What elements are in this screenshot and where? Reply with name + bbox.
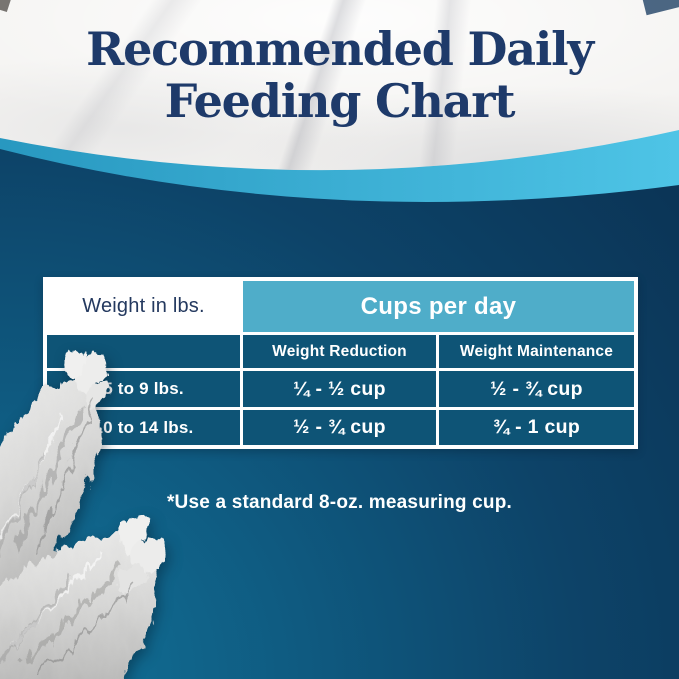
title-line-2: Feeding Chart: [164, 73, 516, 128]
sub-header-weight-maintenance: Weight Maintenance: [439, 335, 634, 368]
page-title: Recommended Daily Feeding Chart: [0, 22, 679, 128]
row-weight-label: 5 to 9 lbs.: [47, 371, 240, 407]
row-weight-label: 10 to 14 lbs.: [47, 410, 240, 445]
header-banner: Recommended Daily Feeding Chart: [0, 0, 679, 235]
feeding-table: Weight in lbs. Cups per day Weight Reduc…: [43, 277, 638, 449]
empty-corner-cell: [47, 335, 240, 368]
title-line-1: Recommended Daily: [86, 22, 594, 76]
col-header-weight: Weight in lbs.: [47, 281, 240, 332]
col-group-header-cups-per-day: Cups per day: [243, 281, 634, 332]
cell-reduction-value: ¼ - ½ cup: [243, 371, 436, 407]
measuring-cup-footnote: *Use a standard 8-oz. measuring cup.: [166, 492, 513, 513]
cell-reduction-value: ½ - ¾ cup: [243, 410, 436, 445]
cell-maintenance-value: ½ - ¾ cup: [439, 371, 634, 407]
cell-maintenance-value: ¾ - 1 cup: [439, 410, 634, 445]
sub-header-weight-reduction: Weight Reduction: [243, 335, 436, 368]
